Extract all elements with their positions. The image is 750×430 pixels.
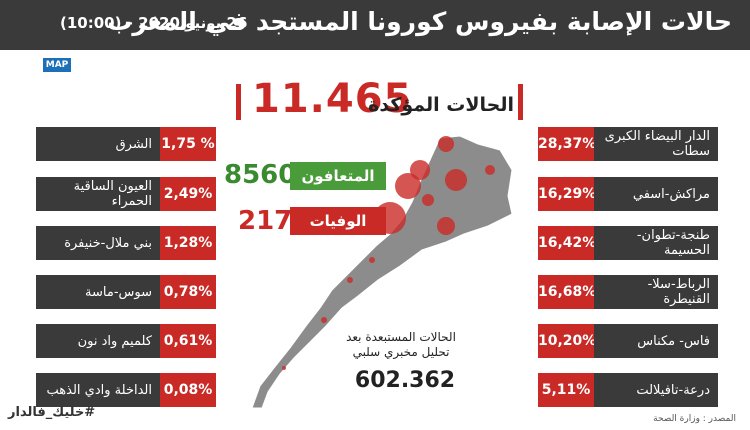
date-label: 26 يونيو 2020 - (10:00): [60, 14, 248, 32]
region-name: كلميم واد نون: [36, 324, 160, 358]
region-card-left-4: سوس-ماسة 0,78%: [36, 275, 216, 309]
region-name: الداخلة وادي الذهب: [36, 373, 160, 407]
region-name: الشرق: [36, 127, 160, 161]
excluded-value: 602.362: [354, 368, 456, 393]
cluster-oriental: [485, 165, 495, 175]
recovered-value: 8560: [224, 160, 297, 190]
region-pct: 0,61%: [160, 324, 216, 358]
region-pct: 0,08%: [160, 373, 216, 407]
morocco-map: [251, 135, 513, 409]
confirmed-label: الحالات المؤكدة: [368, 94, 514, 116]
region-pct: 1,75 %: [160, 127, 216, 161]
region-pct: 16,42%: [538, 226, 596, 260]
region-name: طنجة-تطوان-الحسيمة: [594, 226, 718, 260]
cluster-fes: [445, 169, 467, 191]
region-pct: 28,37%: [538, 127, 596, 161]
region-name: درعة-تافيلالت: [594, 373, 718, 407]
map-logo: MAP: [43, 58, 71, 72]
source-note: المصدر : وزارة الصحة: [653, 414, 736, 424]
region-name: الرباط-سلا-القنيطرة: [594, 275, 718, 309]
region-card-right-3: 16,42% طنجة-تطوان-الحسيمة: [538, 226, 718, 260]
region-name: سوس-ماسة: [36, 275, 160, 309]
hashtag: #خليك_فالدار: [8, 405, 96, 420]
region-pct: 1,28%: [160, 226, 216, 260]
region-card-left-2: العيون الساقية الحمراء 2,49%: [36, 177, 216, 211]
region-name: الدار البيضاء الكبرى سطات: [594, 127, 718, 161]
region-name: بني ملال-خنيفرة: [36, 226, 160, 260]
region-pct: 10,20%: [538, 324, 596, 358]
cluster-laayoune: [321, 317, 327, 323]
cluster-guelmim: [347, 277, 353, 283]
cluster-bm: [422, 194, 434, 206]
cluster-casablanca: [395, 173, 421, 199]
page-title: حالات الإصابة بفيروس كورونا المستجد في ا…: [107, 7, 732, 36]
region-card-right-5: 10,20% فاس- مكناس: [538, 324, 718, 358]
region-name: العيون الساقية الحمراء: [36, 177, 160, 211]
region-card-left-5: كلميم واد نون 0,61%: [36, 324, 216, 358]
confirmed-rule-left: [236, 84, 241, 120]
region-pct: 0,78%: [160, 275, 216, 309]
map-shape: [251, 135, 513, 409]
region-pct: 2,49%: [160, 177, 216, 211]
region-card-right-4: 16,68% الرباط-سلا-القنيطرة: [538, 275, 718, 309]
region-card-left-1: الشرق 1,75 %: [36, 127, 216, 161]
region-card-left-3: بني ملال-خنيفرة 1,28%: [36, 226, 216, 260]
region-name: مراكش-اسفي: [594, 177, 718, 211]
confirmed-value: 11.465: [252, 76, 413, 122]
region-card-right-1: 28,37% الدار البيضاء الكبرى سطات: [538, 127, 718, 161]
region-card-left-6: الداخلة وادي الذهب 0,08%: [36, 373, 216, 407]
excluded-label: الحالات المستبعدة بعد تحليل مخبري سلبي: [346, 330, 456, 359]
cluster-tangier: [438, 136, 454, 152]
cluster-sous: [369, 257, 375, 263]
confirmed-rule-right: [518, 84, 523, 120]
region-pct: 16,29%: [538, 177, 596, 211]
header-bar: حالات الإصابة بفيروس كورونا المستجد في ا…: [0, 0, 750, 50]
region-pct: 5,11%: [538, 373, 594, 407]
deaths-value: 217: [238, 206, 293, 236]
cluster-dakhla: [282, 366, 286, 370]
region-card-right-2: 16,29% مراكش-اسفي: [538, 177, 718, 211]
region-name: فاس- مكناس: [594, 324, 718, 358]
region-card-right-6: 5,11% درعة-تافيلالت: [538, 373, 718, 407]
cluster-drat: [437, 217, 455, 235]
recovered-label: المتعافون: [290, 162, 386, 190]
cluster-rabat: [410, 160, 430, 180]
deaths-label: الوفيات: [290, 207, 386, 235]
region-pct: 16,68%: [538, 275, 596, 309]
